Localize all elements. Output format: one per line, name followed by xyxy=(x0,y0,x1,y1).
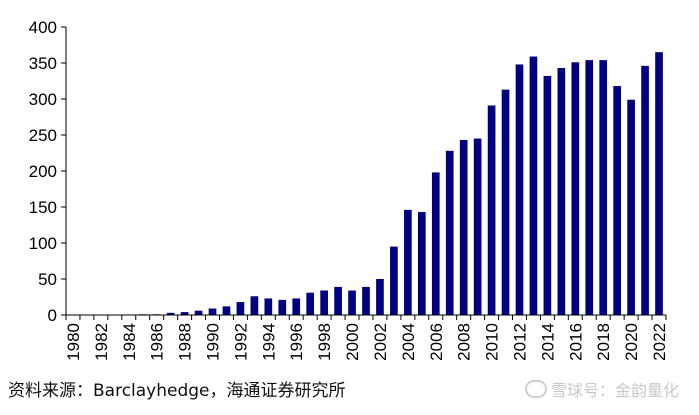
x-tick-label: 1990 xyxy=(204,323,223,361)
bar-2003 xyxy=(390,246,398,315)
bar-1998 xyxy=(320,290,328,315)
x-tick-label: 2006 xyxy=(427,323,446,361)
y-tick-label: 50 xyxy=(38,270,57,289)
bar-1995 xyxy=(278,299,287,315)
bar-2002 xyxy=(376,279,384,315)
y-tick-label: 300 xyxy=(29,90,57,109)
x-tick-label: 1988 xyxy=(176,323,195,361)
y-tick-label: 150 xyxy=(29,198,57,217)
x-tick-label: 2014 xyxy=(538,323,557,361)
bar-2015 xyxy=(557,68,566,315)
bar-2000 xyxy=(348,290,356,315)
bar-2018 xyxy=(599,60,608,316)
x-tick-label: 1992 xyxy=(231,323,250,361)
x-tick-label: 2020 xyxy=(622,323,641,361)
bar-2021 xyxy=(641,65,649,315)
x-tick-label: 2004 xyxy=(399,323,418,361)
source-note: 资料来源：Barclayhedge，海通证券研究所 xyxy=(8,381,346,401)
bar-1999 xyxy=(334,286,342,315)
bar-2011 xyxy=(501,89,510,315)
bar-2009 xyxy=(473,138,482,315)
bar-2005 xyxy=(417,212,426,315)
bar-1990 xyxy=(208,308,217,315)
x-tick-label: 1996 xyxy=(287,323,306,361)
bar-1994 xyxy=(264,298,273,315)
y-tick-label: 250 xyxy=(29,126,57,145)
x-tick-label: 1986 xyxy=(148,323,167,361)
bar-2022 xyxy=(655,52,663,315)
bars xyxy=(138,52,663,316)
x-tick-label: 2010 xyxy=(483,323,502,361)
y-tick-label: 350 xyxy=(29,54,57,73)
x-tick-label: 1998 xyxy=(315,323,334,361)
y-tick-label: 200 xyxy=(29,162,57,181)
y-tick-label: 0 xyxy=(48,306,57,325)
bar-2012 xyxy=(515,64,524,315)
x-tick-label: 2012 xyxy=(510,323,529,361)
x-tick-label: 1982 xyxy=(92,323,111,361)
x-tick-label: 1994 xyxy=(259,323,278,361)
x-tick-label: 2022 xyxy=(650,323,669,361)
bar-2008 xyxy=(459,140,468,315)
bar-1989 xyxy=(194,310,203,315)
bar-1993 xyxy=(250,296,259,315)
watermark-text: 雪球号：金韵量化 xyxy=(550,381,679,400)
bar-2001 xyxy=(362,286,370,315)
bar-1987 xyxy=(166,312,175,315)
bar-2006 xyxy=(431,172,440,315)
bar-1996 xyxy=(292,298,301,315)
bar-1992 xyxy=(236,302,245,315)
bar-1988 xyxy=(180,312,189,315)
x-tick-label: 2008 xyxy=(455,323,474,361)
bar-2019 xyxy=(613,86,621,315)
x-axis: 1980 1982 1984 1986 1988 1990 1992 1994 1996 1998… xyxy=(64,314,669,361)
bar-2013 xyxy=(529,56,538,316)
bar-2016 xyxy=(571,62,580,315)
y-tick-label: 400 xyxy=(29,18,57,37)
bar-2017 xyxy=(585,60,594,316)
bar-2010 xyxy=(487,105,496,315)
snowball-icon xyxy=(524,380,547,398)
y-tick-label: 100 xyxy=(29,234,57,253)
x-tick-label: 1980 xyxy=(64,323,83,361)
bar-2004 xyxy=(404,209,412,315)
x-tick-label: 2016 xyxy=(566,323,585,361)
x-tick-label: 2000 xyxy=(343,323,362,361)
y-axis: 0 50 100 150 200 250 300 350 400 xyxy=(29,18,67,325)
bar-2020 xyxy=(627,99,635,315)
bar-1997 xyxy=(306,292,315,315)
watermark: 雪球号：金韵量化 xyxy=(524,377,679,401)
bar-1991 xyxy=(222,306,231,315)
x-tick-label: 1984 xyxy=(120,323,139,361)
bar-2014 xyxy=(543,75,552,316)
x-tick-label: 2018 xyxy=(594,323,613,361)
x-tick-label: 2002 xyxy=(371,323,390,361)
bar-2007 xyxy=(445,150,454,315)
